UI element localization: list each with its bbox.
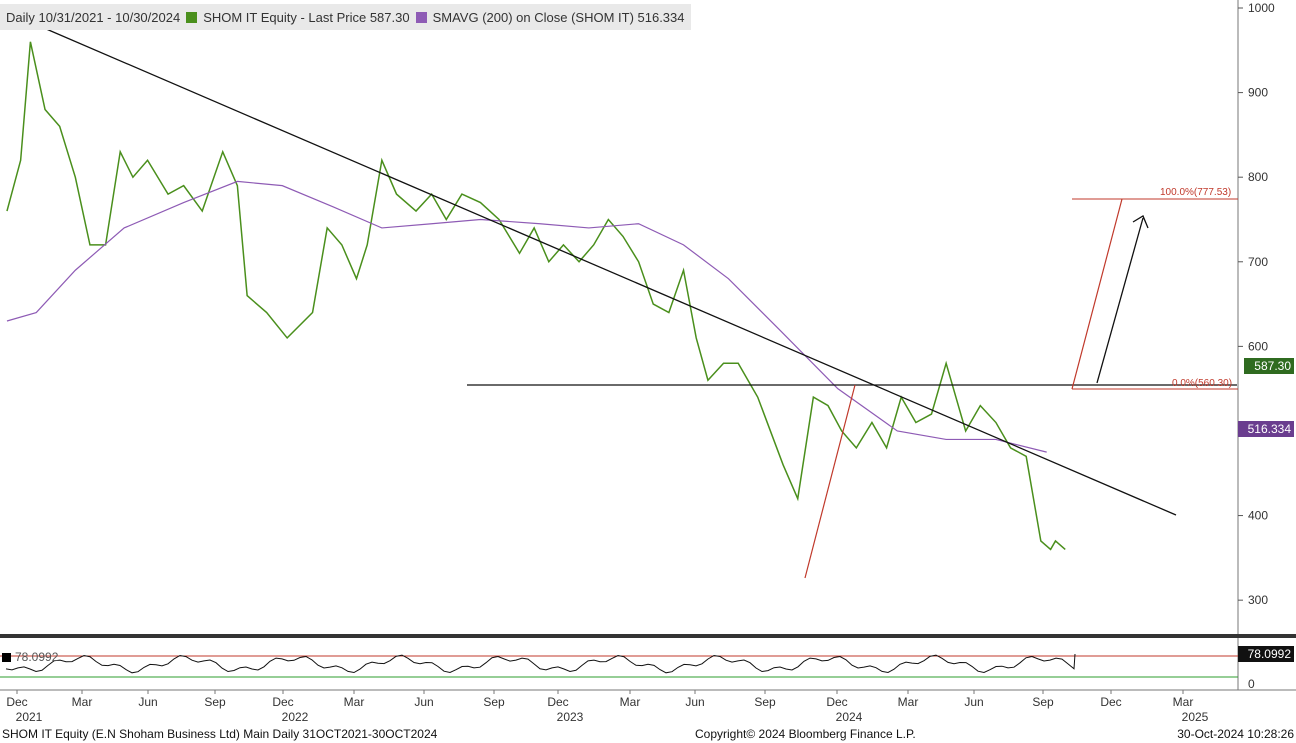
x-tick-label: Sep xyxy=(1032,695,1054,709)
price-legend-swatch xyxy=(186,11,198,23)
legend-price: SHOM IT Equity - Last Price 587.30 xyxy=(203,9,410,25)
trendline xyxy=(29,21,1177,516)
x-tick-label: Mar xyxy=(72,695,93,709)
sma-tag: 516.334 xyxy=(1237,421,1294,437)
x-tick-label: Dec xyxy=(826,695,847,709)
last-price-tag: 587.30 xyxy=(1244,358,1294,374)
rsi-tag: 78.0992 xyxy=(1237,646,1294,662)
x-year-label: 2023 xyxy=(557,710,584,724)
x-tick-label: Mar xyxy=(898,695,919,709)
chart-legend: Daily 10/31/2021 - 10/30/2024 SHOM IT Eq… xyxy=(0,4,691,30)
sma-line xyxy=(6,180,1047,453)
footer-center: Copyright© 2024 Bloomberg Finance L.P. xyxy=(695,727,916,741)
x-tick-label: Mar xyxy=(620,695,641,709)
rsi-legend: 78.0992 xyxy=(2,650,58,664)
x-tick-label: Dec xyxy=(272,695,293,709)
footer-right: 30-Oct-2024 10:28:26 xyxy=(1177,727,1294,741)
target-arrowhead xyxy=(1132,215,1149,229)
price-line xyxy=(6,41,1066,551)
x-tick-label: Sep xyxy=(754,695,776,709)
rsi-legend-value: 78.0992 xyxy=(15,650,59,664)
target-arrow xyxy=(1096,217,1144,384)
x-tick-label: Jun xyxy=(685,695,704,709)
pane-divider xyxy=(0,634,1296,638)
x-year-label: 2021 xyxy=(16,710,43,724)
y-tick-label: 400 xyxy=(1248,509,1268,523)
x-year-label: 2025 xyxy=(1182,710,1209,724)
footer-left: SHOM IT Equity (E.N Shoham Business Ltd)… xyxy=(2,727,438,741)
x-tick-label: Mar xyxy=(344,695,365,709)
x-tick-label: Dec xyxy=(1100,695,1121,709)
y-tick-label: 700 xyxy=(1248,255,1268,269)
y-tick-label: 300 xyxy=(1248,593,1268,607)
legend-sma: SMAVG (200) on Close (SHOM IT) 516.334 xyxy=(432,9,685,25)
x-tick-label: Mar xyxy=(1173,695,1194,709)
x-tick-label: Jun xyxy=(138,695,157,709)
x-tick-label: Dec xyxy=(547,695,568,709)
x-tick-label: Sep xyxy=(204,695,226,709)
sma-legend-swatch xyxy=(415,11,427,23)
measured-move-line xyxy=(804,384,856,579)
y-tick-label: 800 xyxy=(1248,170,1268,184)
y-tick-label: 600 xyxy=(1248,339,1268,353)
fib-0-label: 0.0%(560.30) xyxy=(1172,378,1233,389)
legend-period: Daily 10/31/2021 - 10/30/2024 xyxy=(6,9,181,25)
fib-100-label: 100.0%(777.53) xyxy=(1160,187,1232,198)
rsi-tick-label: 0 xyxy=(1248,677,1255,691)
rsi-legend-swatch xyxy=(2,652,11,662)
x-year-label: 2022 xyxy=(282,710,309,724)
projection-line xyxy=(1071,198,1123,390)
x-tick-label: Dec xyxy=(6,695,27,709)
rsi-line xyxy=(5,653,1076,674)
y-tick-label: 900 xyxy=(1248,86,1268,100)
x-year-label: 2024 xyxy=(836,710,863,724)
x-tick-label: Jun xyxy=(964,695,983,709)
y-tick-label: 1000 xyxy=(1248,1,1275,15)
x-tick-label: Jun xyxy=(414,695,433,709)
x-tick-label: Sep xyxy=(483,695,505,709)
